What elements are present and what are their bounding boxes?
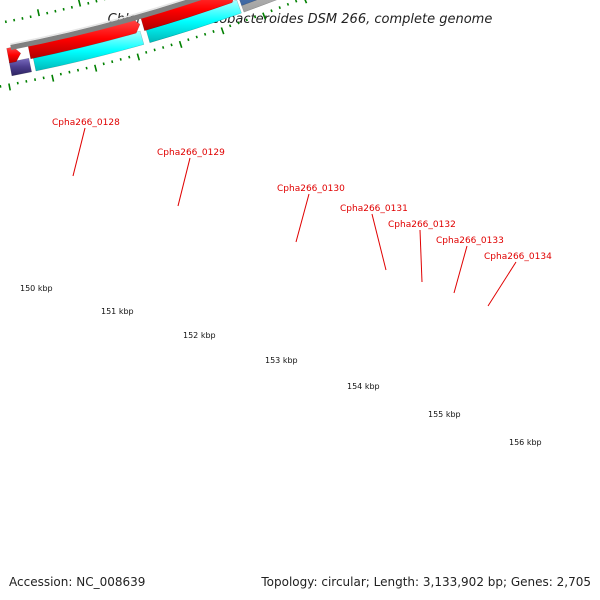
outer-major-tick: [8, 83, 11, 91]
gene-label-cpha266-0133[interactable]: Cpha266_0133: [436, 236, 504, 294]
inner-minor-tick: [4, 20, 7, 24]
scale-labels: 150 kbp 151 kbp 152 kbp 153 kbp 154 kbp …: [20, 284, 542, 447]
backbone-highlight: [10, 0, 185, 45]
outer-minor-tick: [34, 78, 37, 82]
feature-grey-0130[interactable]: [241, 0, 386, 13]
feature-track: [6, 0, 386, 77]
outer-minor-tick: [16, 81, 19, 85]
inner-minor-tick: [62, 7, 65, 11]
outer-minor-tick: [203, 32, 207, 36]
gene-label-text: Cpha266_0130: [277, 184, 345, 194]
scale-label-150kbp: 150 kbp: [20, 284, 53, 293]
outer-minor-tick: [187, 38, 190, 42]
inner-major-tick: [77, 0, 82, 7]
inner-minor-tick: [87, 1, 90, 5]
gene-label-cpha266-0130[interactable]: Cpha266_0130: [277, 184, 345, 243]
gene-label-text: Cpha266_0134: [484, 252, 552, 262]
outer-minor-tick: [68, 70, 71, 74]
scale-label-155kbp: 155 kbp: [428, 410, 461, 419]
accession-text: Accession: NC_008639: [9, 575, 145, 589]
leader-line: [177, 157, 191, 207]
scale-label-153kbp: 153 kbp: [265, 356, 298, 365]
leader-line: [72, 127, 86, 177]
outer-major-tick: [304, 0, 308, 4]
scale-label-152kbp: 152 kbp: [183, 331, 216, 340]
leader-line: [487, 261, 517, 307]
outer-minor-tick: [128, 55, 131, 59]
genome-backbone: [10, 0, 202, 50]
outer-minor-tick: [237, 21, 240, 25]
outer-minor-tick: [245, 18, 248, 22]
outer-major-tick: [51, 74, 55, 82]
outer-minor-tick: [162, 46, 165, 49]
scale-label-154kbp: 154 kbp: [347, 382, 380, 391]
inner-minor-tick: [70, 5, 73, 9]
gene-label-text: Cpha266_0132: [388, 220, 456, 230]
scale-label-151kbp: 151 kbp: [101, 307, 134, 316]
backbone-line: [10, 0, 202, 50]
gene-label-text: Cpha266_0128: [52, 118, 120, 128]
leader-line: [419, 229, 423, 283]
leader-line: [453, 245, 468, 294]
gene-label-text: Cpha266_0133: [436, 236, 504, 246]
outer-minor-tick: [76, 68, 80, 72]
outer-minor-tick: [42, 76, 45, 80]
inner-tick-track: [4, 0, 106, 24]
outer-minor-tick: [278, 6, 281, 10]
gene-label-text: Cpha266_0131: [340, 204, 408, 214]
gene-label-cpha266-0134[interactable]: Cpha266_0134: [484, 252, 552, 307]
inner-minor-tick: [29, 15, 32, 19]
outer-major-tick: [220, 27, 225, 35]
outer-minor-tick: [270, 9, 273, 13]
outer-minor-tick: [59, 72, 62, 76]
outer-minor-tick: [286, 2, 290, 6]
outer-minor-tick: [170, 43, 173, 47]
outer-minor-tick: [228, 24, 232, 28]
outer-minor-tick: [25, 80, 28, 83]
outer-minor-tick: [145, 51, 148, 54]
inner-minor-tick: [13, 18, 16, 22]
outer-minor-tick: [294, 0, 298, 3]
outer-minor-tick: [85, 66, 88, 70]
outer-minor-tick: [102, 62, 105, 66]
gene-label-cpha266-0129[interactable]: Cpha266_0129: [157, 148, 225, 207]
outer-minor-tick: [195, 35, 198, 39]
inner-minor-tick: [46, 11, 49, 15]
scale-label-156kbp: 156 kbp: [509, 438, 542, 447]
cds-arrow-0127[interactable]: [6, 46, 22, 64]
gene-labels: Cpha266_0128 Cpha266_0129 Cpha266_0130 C…: [52, 118, 552, 307]
inner-major-tick: [36, 9, 40, 17]
outer-tick-track: [0, 0, 308, 91]
leader-line: [371, 213, 387, 271]
gene-label-cpha266-0128[interactable]: Cpha266_0128: [52, 118, 120, 177]
outer-major-tick: [178, 40, 183, 49]
outer-minor-tick: [153, 48, 156, 52]
genome-summary-text: Topology: circular; Length: 3,133,902 bp…: [260, 575, 591, 589]
outer-minor-tick: [111, 60, 114, 64]
inner-minor-tick: [21, 17, 24, 20]
inner-minor-tick: [95, 0, 98, 3]
outer-major-tick: [262, 12, 267, 20]
gene-label-cpha266-0132[interactable]: Cpha266_0132: [388, 220, 456, 283]
feature-blue-0130[interactable]: [239, 0, 382, 6]
inner-minor-tick: [54, 9, 57, 13]
outer-minor-tick: [253, 15, 257, 19]
outer-minor-tick: [212, 30, 215, 33]
outer-minor-tick: [119, 58, 122, 61]
leader-line: [295, 193, 310, 243]
outer-major-tick: [136, 53, 141, 61]
gene-label-cpha266-0131[interactable]: Cpha266_0131: [340, 204, 408, 271]
outer-minor-tick: [0, 84, 2, 88]
gene-label-text: Cpha266_0129: [157, 148, 225, 158]
outer-major-tick: [94, 64, 98, 72]
